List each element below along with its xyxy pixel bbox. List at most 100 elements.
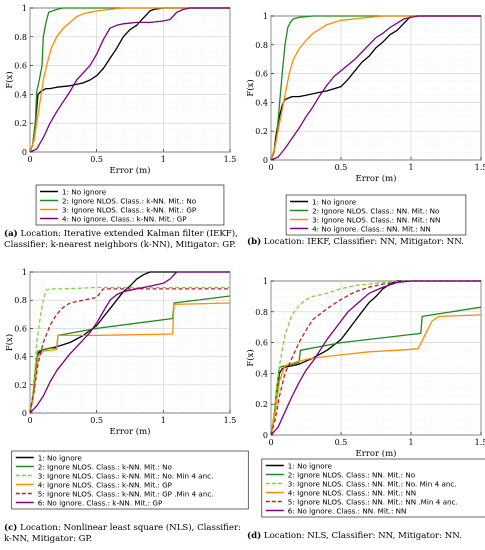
series-line-3 bbox=[271, 280, 481, 435]
caption-c-label: (c) bbox=[4, 523, 18, 533]
y-tick-label: 0.2 bbox=[255, 127, 268, 136]
y-tick-label: 0.8 bbox=[14, 33, 27, 42]
legend-entry: 2: Ignore NLOS. Class.: k-NN. Mit.: No bbox=[62, 196, 196, 205]
caption-a: (a) Location: Iterative extended Kalman … bbox=[4, 229, 244, 251]
x-tick-label: 1 bbox=[408, 438, 413, 447]
x-tick-label: 1.5 bbox=[475, 163, 485, 172]
series-line-4 bbox=[271, 314, 481, 435]
x-tick-label: 1.5 bbox=[224, 416, 237, 425]
series-line-3 bbox=[30, 286, 230, 413]
legend-entry: 2: Ignore NLOS. Class.: NN. Mit.: No bbox=[288, 470, 415, 479]
y-tick-label: 0.2 bbox=[255, 400, 268, 409]
caption-c-text: Location: Nonlinear least square (NLS), … bbox=[4, 523, 241, 544]
y-axis-label: F(x) bbox=[245, 349, 256, 366]
legend-entry: 4: No ignore. Class.: NN. Mit.: NN bbox=[312, 224, 431, 233]
legend-entry: 6: No ignore. Class.: k-NN. Mit.: GP bbox=[38, 498, 163, 507]
legend-entry: 5: Ignore NLOS. Class.: NN. Mit.: NN .Mi… bbox=[288, 497, 458, 506]
legend-entry: 3: Ignore NLOS. Class.: k-NN. Mit.: GP bbox=[62, 205, 197, 214]
legend-entry: 1: No ignore bbox=[38, 453, 83, 462]
chart-panel-d: 0 0.5 1 1.5 0 0.2 0.4 0.6 0.8 1 Error (m) F(x) 1: No… bbox=[245, 277, 485, 518]
y-axis-label: F(x) bbox=[245, 79, 256, 96]
x-tick-label: 0.5 bbox=[335, 438, 348, 447]
y-tick-label: 0 bbox=[263, 156, 268, 165]
legend-entry: 3: Ignore NLOS. Class.: NN. Mit.: NN bbox=[312, 215, 440, 224]
y-tick-label: 1 bbox=[22, 268, 27, 277]
series-line-5 bbox=[271, 280, 481, 435]
series-line-1 bbox=[30, 271, 230, 413]
legend-entry: 4: Ignore NLOS. Class.: k-NN. Mit.: GP bbox=[38, 480, 173, 489]
caption-a-label: (a) bbox=[4, 229, 18, 239]
caption-a-text: Location: Iterative extended Kalman filt… bbox=[4, 229, 238, 250]
y-tick-label: 0.2 bbox=[14, 119, 27, 128]
x-axis-label: Error (m) bbox=[110, 165, 151, 176]
series-line-4 bbox=[271, 15, 481, 160]
series-line-2 bbox=[30, 7, 230, 152]
series-line-6 bbox=[271, 280, 481, 435]
x-tick-label: 0 bbox=[268, 163, 273, 172]
y-tick-label: 0.8 bbox=[14, 296, 27, 305]
x-tick-label: 1 bbox=[161, 416, 166, 425]
series-line-3 bbox=[271, 15, 481, 160]
x-tick-label: 1 bbox=[408, 163, 413, 172]
y-tick-label: 0.4 bbox=[255, 369, 268, 378]
chart-panel-b: 0 0.5 1 1.5 0 0.2 0.4 0.6 0.8 1 Error (m) F(x) 1: No… bbox=[245, 12, 485, 236]
y-tick-label: 0.4 bbox=[14, 90, 27, 99]
x-tick-label: 1.5 bbox=[475, 438, 485, 447]
caption-b: (b) Location: IEKF, Classifier: NN, Miti… bbox=[247, 237, 483, 248]
caption-b-label: (b) bbox=[247, 237, 262, 247]
legend-entry: 3: Ignore NLOS. Class.: k-NN. Mit.: No. … bbox=[38, 471, 214, 480]
y-tick-label: 1 bbox=[263, 277, 268, 286]
x-tick-label: 1 bbox=[161, 155, 166, 164]
series-line-1 bbox=[30, 7, 230, 152]
y-tick-label: 1 bbox=[22, 4, 27, 13]
y-tick-label: 0.6 bbox=[14, 62, 27, 71]
x-tick-label: 0 bbox=[268, 438, 273, 447]
x-axis-label: Error (m) bbox=[356, 448, 397, 459]
y-axis-label: F(x) bbox=[4, 334, 15, 351]
caption-c: (c) Location: Nonlinear least square (NL… bbox=[4, 523, 244, 545]
legend-box bbox=[261, 458, 485, 518]
legend-box bbox=[35, 184, 225, 226]
caption-d-text: Location: NLS, Classifier: NN, Mitigator… bbox=[263, 531, 462, 541]
x-axis-label: Error (m) bbox=[110, 426, 151, 437]
legend-entry: 2: Ignore NLOS. Class.: k-NN. Mit.: No bbox=[38, 462, 172, 471]
legend-entry: 3: Ignore NLOS. Class.: NN. Mit.: No. Mi… bbox=[288, 479, 457, 488]
x-tick-label: 0.5 bbox=[335, 163, 348, 172]
y-tick-label: 0 bbox=[22, 148, 27, 157]
y-tick-label: 0 bbox=[22, 409, 27, 418]
legend-entry: 4: Ignore NLOS. Class.: NN. Mit.: NN bbox=[288, 488, 416, 497]
series-line-1 bbox=[271, 15, 481, 160]
series-line-3 bbox=[30, 7, 230, 152]
y-tick-label: 0.8 bbox=[255, 308, 268, 317]
series-group bbox=[271, 280, 481, 435]
y-tick-label: 0.6 bbox=[255, 70, 268, 79]
legend-entry: 4: No ignore. Class.: k-NN. Mit.: GP bbox=[62, 214, 187, 223]
legend-entry: 5: Ignore NLOS. Class.: k-NN. Mit.: GP .… bbox=[38, 489, 214, 498]
x-tick-label: 1.5 bbox=[224, 155, 237, 164]
series-group bbox=[30, 7, 230, 152]
x-tick-label: 0 bbox=[27, 416, 32, 425]
x-axis-label: Error (m) bbox=[356, 173, 397, 184]
y-tick-label: 0.6 bbox=[14, 324, 27, 333]
y-tick-label: 0 bbox=[263, 431, 268, 440]
chart-panel-c: 0 0.5 1 1.5 0 0.2 0.4 0.6 0.8 1 Error (m) F(x) 1: No… bbox=[4, 268, 249, 510]
caption-b-text: Location: IEKF, Classifier: NN, Mitigato… bbox=[263, 237, 464, 247]
series-group bbox=[271, 15, 481, 160]
chart-panel-a: 0 0.5 1 1.5 0 0.2 0.4 0.6 0.8 1 Error (m) F(x) 1: No… bbox=[4, 4, 237, 226]
y-tick-label: 0.2 bbox=[14, 381, 27, 390]
legend-entry: 6: No ignore. Class.: NN. Mit.: NN bbox=[288, 506, 407, 515]
series-group bbox=[30, 271, 230, 413]
legend-entry: 2: Ignore NLOS. Class.: NN. Mit.: No bbox=[312, 206, 439, 215]
y-tick-label: 0.4 bbox=[14, 353, 27, 362]
x-tick-label: 0.5 bbox=[90, 416, 103, 425]
y-tick-label: 1 bbox=[263, 12, 268, 21]
y-tick-label: 0.8 bbox=[255, 41, 268, 50]
legend-box bbox=[285, 194, 467, 236]
caption-d-label: (d) bbox=[247, 531, 262, 541]
y-tick-label: 0.4 bbox=[255, 98, 268, 107]
x-tick-label: 0.5 bbox=[90, 155, 103, 164]
x-tick-label: 0 bbox=[27, 155, 32, 164]
caption-d: (d) Location: NLS, Classifier: NN, Mitig… bbox=[247, 531, 483, 542]
legend-box bbox=[11, 450, 249, 510]
